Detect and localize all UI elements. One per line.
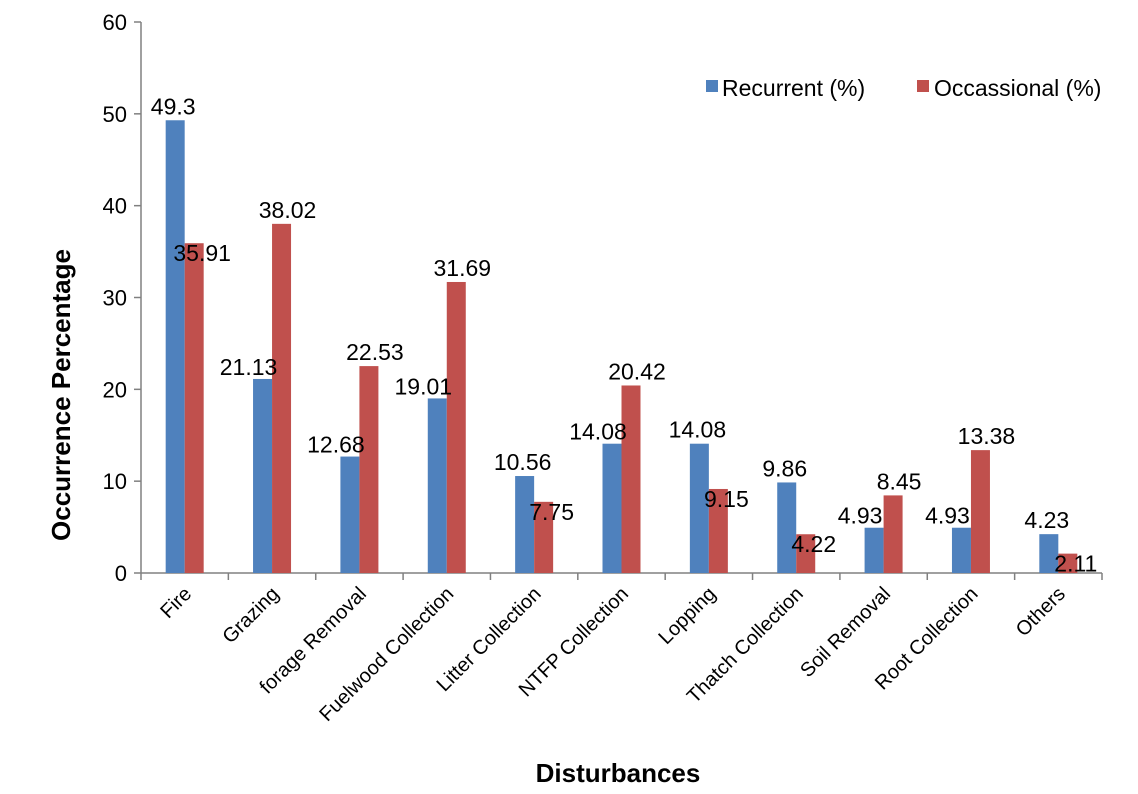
data-label-occassional: 38.02	[259, 197, 317, 223]
x-category-label: Grazing	[219, 583, 284, 648]
bar-recurrent	[951, 527, 971, 573]
y-tick-label: 10	[103, 469, 127, 494]
y-axis-title: Occurrence Percentage	[46, 249, 76, 541]
data-label-recurrent: 4.93	[925, 503, 970, 529]
data-label-occassional: 13.38	[958, 423, 1016, 449]
bar-recurrent	[515, 476, 535, 573]
bar-occassional	[796, 534, 816, 573]
legend-swatch-recurrent	[706, 80, 718, 92]
data-labels: 49.3 35.91 21.13 38.02 12.68 22.53 19.01 31.69 1…	[151, 93, 1098, 576]
bar-occassional	[272, 223, 292, 573]
bar-occassional	[446, 281, 466, 573]
data-label-recurrent: 21.13	[220, 354, 278, 380]
bar-recurrent	[1039, 534, 1059, 573]
data-label-recurrent: 4.93	[838, 503, 883, 529]
bar-occassional	[708, 488, 728, 573]
legend-swatch-occassional	[917, 80, 929, 92]
data-label-recurrent: 9.86	[762, 455, 807, 481]
data-label-recurrent: 19.01	[394, 373, 452, 399]
bar-recurrent	[864, 527, 884, 573]
bar-occassional	[621, 385, 641, 573]
bar-recurrent	[427, 398, 447, 573]
y-tick-label: 30	[103, 286, 127, 311]
data-label-occassional: 20.42	[608, 358, 666, 384]
bar-recurrent	[602, 443, 622, 573]
x-axis-title: Disturbances	[536, 758, 701, 788]
legend-label-recurrent: Recurrent (%)	[722, 75, 865, 101]
data-label-recurrent: 12.68	[307, 432, 365, 458]
y-tick-label: 40	[103, 194, 127, 219]
bar-recurrent	[165, 120, 185, 574]
y-tick-label: 20	[103, 377, 127, 402]
data-label-occassional: 8.45	[877, 468, 922, 494]
bar-occassional	[883, 495, 903, 573]
data-label-occassional: 9.15	[704, 486, 749, 512]
bar-occassional	[359, 366, 379, 573]
bar-recurrent	[253, 378, 273, 573]
x-category-label: Lopping	[655, 583, 721, 649]
x-category-label: Soil Removal	[796, 583, 895, 682]
data-label-occassional: 7.75	[529, 499, 574, 525]
x-category-label: Others	[1012, 583, 1070, 641]
data-label-occassional: 22.53	[346, 339, 404, 365]
legend-label-occassional: Occassional (%)	[934, 75, 1101, 101]
x-category-label: Fire	[156, 583, 196, 623]
bar-recurrent	[777, 482, 797, 573]
data-label-occassional: 4.22	[791, 531, 836, 557]
data-label-recurrent: 4.23	[1024, 507, 1069, 533]
bar-recurrent	[340, 456, 360, 573]
bar-occassional	[184, 243, 204, 573]
bar-occassional	[970, 450, 990, 573]
data-label-occassional: 31.69	[433, 255, 491, 281]
data-label-recurrent: 14.08	[669, 417, 727, 443]
data-label-recurrent: 49.3	[151, 93, 196, 119]
bars	[165, 120, 1078, 574]
data-label-recurrent: 14.08	[569, 419, 627, 445]
bar-recurrent	[689, 443, 709, 573]
data-label-occassional: 2.11	[1054, 551, 1097, 577]
data-label-occassional: 35.91	[173, 240, 231, 266]
bar-occassional	[1058, 553, 1078, 573]
legend: Recurrent (%) Occassional (%)	[706, 75, 1101, 101]
y-tick-label: 0	[115, 561, 127, 586]
y-tick-label: 50	[103, 102, 127, 127]
bar-occassional	[534, 501, 554, 573]
data-label-recurrent: 10.56	[494, 449, 552, 475]
y-tick-label: 60	[103, 10, 127, 35]
